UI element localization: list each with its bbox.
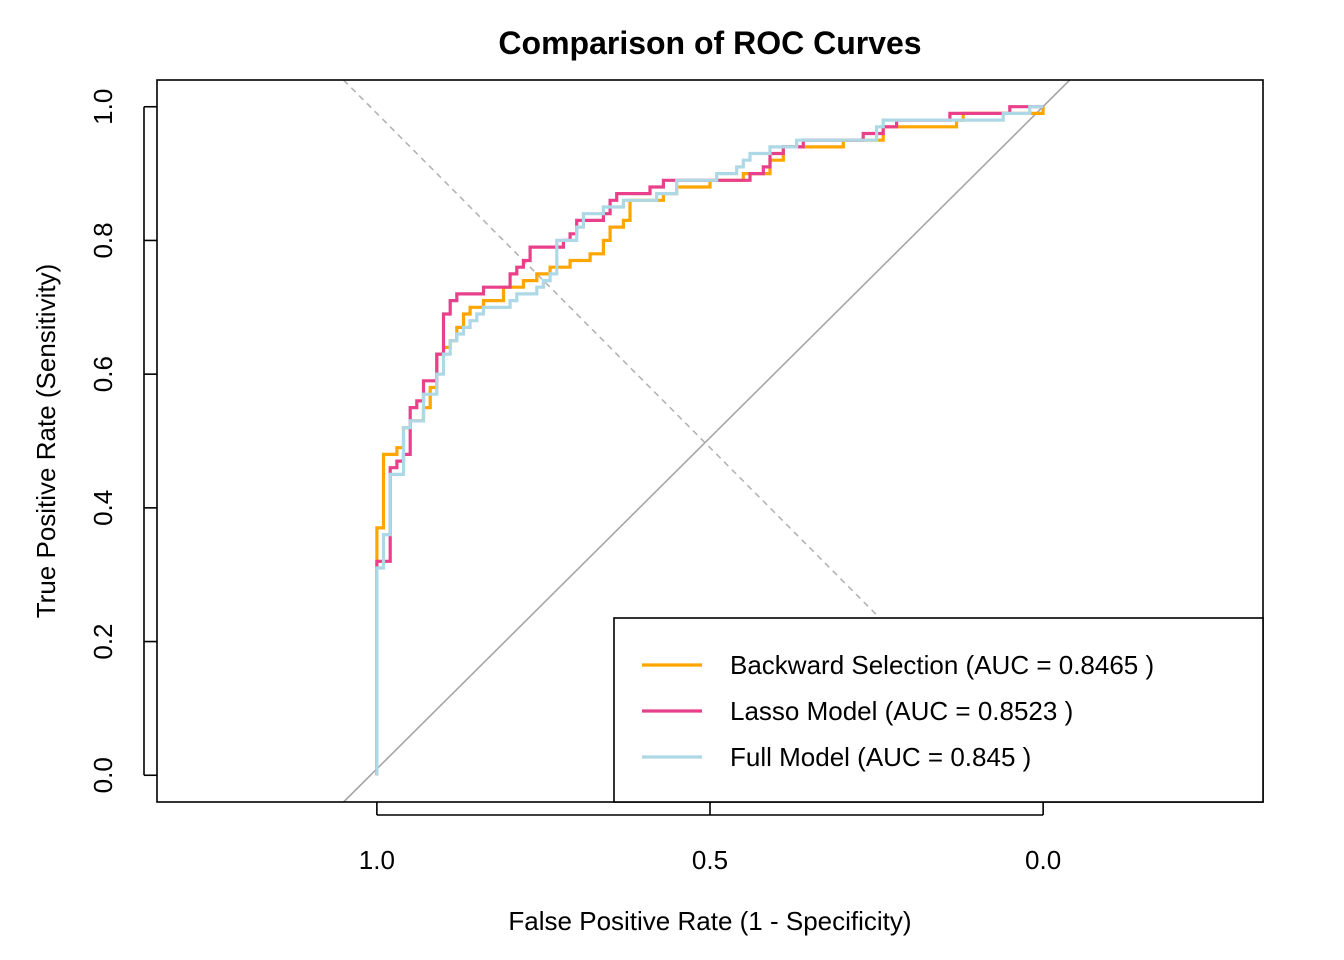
legend: Backward Selection (AUC = 0.8465 ) Lasso … [613,617,1264,803]
chart-title: Comparison of ROC Curves [498,25,921,61]
axes: 1.0 0.5 0.0 0.0 0.2 0.4 0.6 0.8 1.0 [88,89,1061,875]
y-tick-label: 0.2 [88,623,118,659]
y-axis-label: True Positive Rate (Sensitivity) [31,264,61,618]
x-tick-label: 0.5 [692,845,728,875]
y-tick-label: 0.0 [88,757,118,793]
legend-label-3: Full Model (AUC = 0.845 ) [730,742,1031,772]
chance-diagonal-line [342,79,1071,803]
y-tick-label: 1.0 [88,89,118,125]
legend-label-1: Backward Selection (AUC = 0.8465 ) [730,650,1154,680]
roc-series-line-1 [375,106,1045,776]
reference-lines [342,79,1071,803]
legend-box [613,617,1264,803]
x-tick-label: 1.0 [359,845,395,875]
y-tick-label: 0.6 [88,356,118,392]
x-tick-label: 0.0 [1025,845,1061,875]
y-tick-label: 0.8 [88,222,118,258]
roc-curves [375,105,1045,776]
x-axis-label: False Positive Rate (1 - Specificity) [508,906,911,936]
y-tick-label: 0.4 [88,490,118,526]
roc-series-line-3 [375,105,1044,776]
dashed-reference-line [342,79,878,616]
legend-label-2: Lasso Model (AUC = 0.8523 ) [730,696,1073,726]
